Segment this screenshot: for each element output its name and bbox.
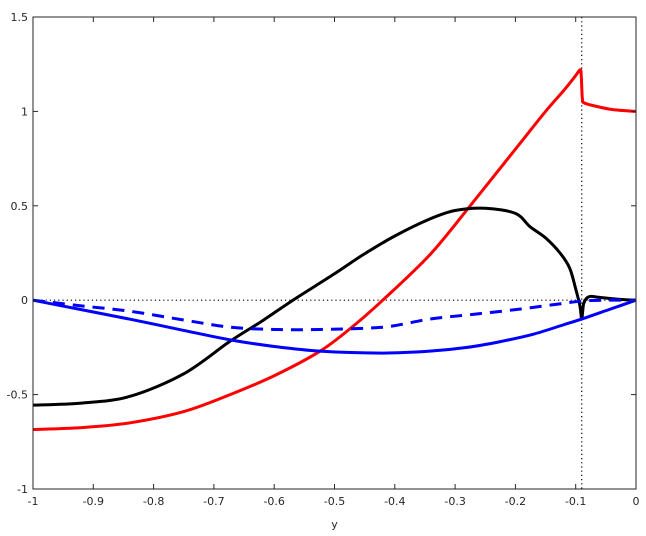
x-tick-label: -0.5 [324,495,345,508]
y-tick-label: -1 [17,483,28,496]
x-tick-label: -1 [28,495,39,508]
series-line-1 [32,206,637,407]
x-tick-label: -0.2 [505,495,526,508]
y-tick-label: 1 [21,105,28,118]
y-tick-label: 0.5 [11,200,29,213]
x-tick-label: -0.6 [263,495,284,508]
plot-frame [32,16,637,490]
y-tick-label: 0 [21,294,28,307]
x-tick-label: 0 [633,495,640,508]
x-axis-label: y [331,518,338,531]
x-tick-label: -0.1 [565,495,586,508]
x-tick-label: -0.4 [384,495,405,508]
series-line-3 [32,298,637,332]
reference-lines [33,17,636,489]
x-tick-label: -0.7 [203,495,224,508]
series-line-0 [32,68,637,432]
series-group [32,68,637,432]
x-tick-label: -0.8 [143,495,164,508]
y-tick-label: -0.5 [7,389,28,402]
ticks: -1 -0.9 -0.8 -0.7 -0.6 -0.5 -0.4 -0.3 -0.2 -0.1 0 -… [7,11,640,508]
x-tick-label: -0.3 [444,495,465,508]
series-line-2 [32,298,637,355]
y-tick-label: 1.5 [11,11,29,24]
x-tick-label: -0.9 [83,495,104,508]
